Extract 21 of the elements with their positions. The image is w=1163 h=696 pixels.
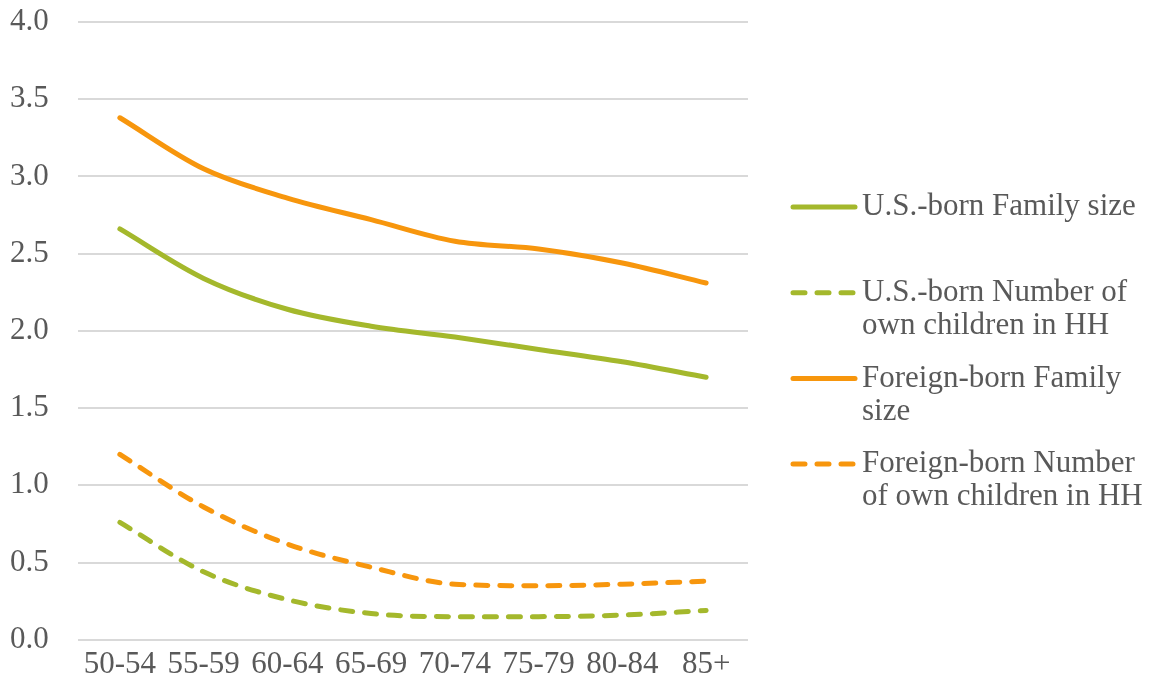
y-tick-label: 4.0 [10, 2, 49, 38]
y-tick-label: 0.5 [10, 542, 49, 578]
x-tick-label: 65-69 [334, 644, 408, 680]
y-tick-label: 2.5 [10, 233, 49, 269]
legend-label: Foreign-born Family size [862, 358, 1122, 427]
legend-label: U.S.-born Family size [862, 187, 1136, 223]
x-tick-label: 85+ [681, 644, 731, 680]
y-tick-label: 2.0 [10, 311, 49, 347]
y-tick-label: 0.0 [10, 619, 49, 655]
x-tick-label: 55-59 [167, 644, 240, 680]
legend-label: U.S.-born Number of own children in HH [862, 272, 1128, 341]
x-tick-label: 50-54 [83, 644, 157, 680]
y-tick-label: 1.5 [10, 388, 49, 424]
legend-label: Foreign-born Number of own children in HH [862, 444, 1143, 513]
x-tick-label: 80-84 [586, 644, 660, 680]
x-tick-label: 60-64 [251, 644, 325, 680]
y-tick-label: 3.5 [10, 79, 49, 115]
x-tick-label: 70-74 [418, 644, 492, 680]
y-tick-label: 3.0 [10, 156, 49, 192]
y-tick-label: 1.0 [10, 465, 49, 501]
x-tick-label: 75-79 [502, 644, 575, 680]
